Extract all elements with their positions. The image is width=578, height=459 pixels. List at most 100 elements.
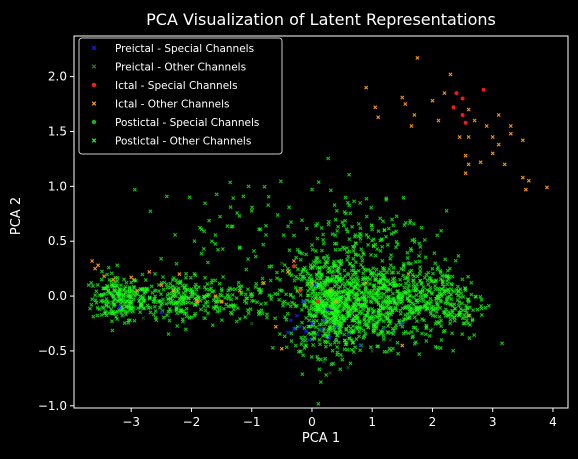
data-point [324, 373, 329, 377]
data-point [244, 296, 249, 301]
data-point [363, 289, 368, 294]
data-point [459, 291, 464, 296]
data-point [126, 320, 131, 325]
data-point [310, 291, 315, 296]
data-point [364, 85, 369, 90]
data-point [132, 289, 137, 294]
data-point [205, 292, 210, 297]
data-point [366, 267, 371, 272]
data-point [345, 278, 350, 283]
data-point [418, 244, 423, 249]
data-point [402, 223, 407, 228]
data-point [323, 314, 328, 318]
data-point [432, 251, 437, 256]
data-point [341, 318, 346, 323]
data-point [112, 280, 117, 285]
data-point [398, 277, 403, 282]
data-point [370, 348, 375, 353]
data-point [463, 153, 468, 158]
data-point [306, 281, 311, 286]
data-point [310, 280, 314, 285]
data-point [335, 352, 340, 357]
data-point [189, 300, 194, 305]
data-point [352, 276, 357, 281]
data-point [438, 270, 443, 275]
data-point [343, 296, 348, 301]
y-tick-label: 1.5 [48, 124, 67, 138]
data-point [396, 351, 401, 356]
data-point [315, 221, 320, 226]
data-point [369, 223, 374, 228]
data-point [321, 310, 326, 315]
data-point [278, 179, 283, 184]
data-point [384, 295, 389, 300]
data-point [203, 316, 207, 321]
data-point [457, 313, 462, 318]
data-point [463, 120, 468, 125]
data-point [147, 295, 152, 300]
data-point [203, 201, 207, 206]
data-point [348, 361, 353, 366]
data-point [300, 218, 304, 223]
data-point [285, 269, 290, 274]
data-point [340, 300, 345, 305]
data-point [175, 324, 180, 328]
data-point [363, 285, 368, 290]
data-point [364, 196, 369, 201]
data-point [443, 307, 448, 312]
data-point [463, 171, 468, 176]
data-point [346, 254, 351, 259]
data-point [366, 235, 371, 240]
data-point [324, 314, 328, 319]
data-point [420, 288, 425, 293]
data-point [306, 293, 311, 298]
data-point [174, 287, 179, 292]
data-point [366, 319, 371, 324]
data-point [334, 324, 339, 329]
data-point [347, 237, 352, 242]
data-point [328, 188, 333, 193]
data-point [458, 287, 463, 292]
data-point [337, 259, 342, 264]
data-point [107, 291, 112, 296]
data-point [318, 380, 323, 385]
data-point [338, 284, 343, 289]
data-point [356, 278, 361, 283]
data-point [338, 272, 342, 277]
data-point [387, 267, 392, 271]
data-point [292, 278, 297, 283]
data-point [192, 313, 197, 318]
data-point [449, 297, 454, 302]
data-point [180, 283, 185, 288]
data-point [101, 299, 106, 304]
data-point [313, 249, 318, 253]
data-point [466, 313, 471, 318]
data-point [424, 339, 429, 343]
data-point [317, 337, 322, 342]
data-point [152, 297, 157, 302]
data-point [171, 288, 176, 293]
data-point [326, 331, 331, 336]
data-point [412, 237, 417, 242]
data-point [473, 294, 478, 299]
data-point [264, 315, 269, 320]
data-point [400, 95, 405, 100]
data-point [337, 247, 342, 252]
data-point [374, 320, 379, 325]
data-point [382, 276, 387, 281]
data-point [398, 308, 403, 313]
data-point [231, 196, 236, 201]
data-point [184, 311, 189, 316]
data-point [120, 305, 125, 309]
data-point [312, 304, 317, 309]
data-point [436, 118, 441, 123]
data-point [275, 213, 280, 217]
data-point [381, 219, 385, 224]
data-point [289, 273, 294, 278]
data-point [441, 284, 446, 289]
axes-frame [73, 35, 569, 409]
legend-marker [91, 119, 97, 125]
data-point [390, 291, 395, 296]
data-point [352, 308, 357, 313]
data-point [443, 257, 448, 262]
